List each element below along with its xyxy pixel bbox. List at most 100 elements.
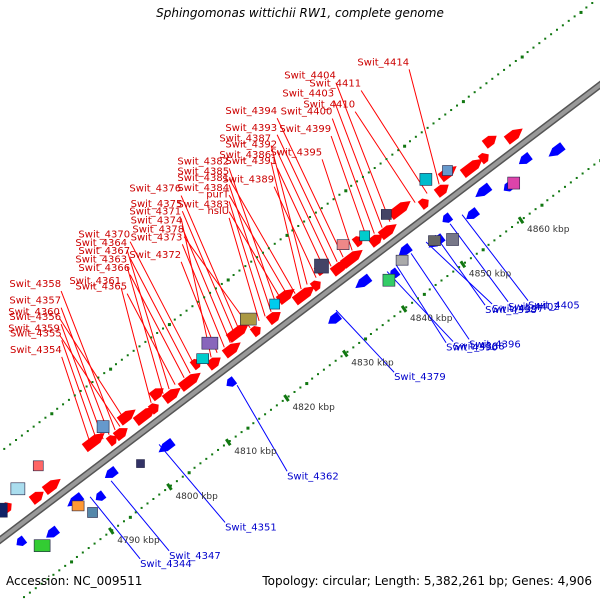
forward-gene-label[interactable]: Swit_4389 — [222, 175, 274, 186]
gene-feature-box[interactable] — [87, 507, 98, 518]
forward-gene-label[interactable]: Swit_4404 — [284, 71, 336, 82]
gene-feature-box[interactable] — [269, 298, 281, 310]
forward-gene-arrow[interactable] — [265, 312, 281, 326]
gene-feature-box[interactable] — [201, 336, 219, 350]
gene-feature-box[interactable] — [136, 459, 145, 468]
forward-gene-label[interactable]: Swit_4382 — [177, 156, 229, 167]
forward-gene-label[interactable]: Swit_4371 — [129, 206, 181, 217]
gene-feature-box[interactable] — [96, 420, 110, 433]
forward-gene-label[interactable]: Swit_4399 — [279, 124, 331, 135]
reverse-gene-label[interactable]: Swit_4405 — [528, 301, 580, 312]
gene-feature-box[interactable] — [71, 500, 85, 512]
forward-gene-arrow[interactable] — [309, 280, 321, 292]
gene-feature-box[interactable] — [336, 239, 350, 250]
reverse-gene-label[interactable]: Swit_4347 — [169, 551, 221, 562]
gene-feature-box[interactable] — [0, 502, 8, 518]
forward-gene-arrow[interactable] — [503, 128, 523, 145]
forward-gene-label[interactable]: Swit_4359 — [8, 323, 60, 334]
forward-gene-label[interactable]: Swit_4400 — [281, 107, 333, 118]
reverse-gene-arrow[interactable] — [355, 273, 373, 289]
gene-feature-box[interactable] — [507, 176, 521, 190]
reverse-gene-arrow[interactable] — [548, 142, 566, 157]
forward-gene-arrow[interactable] — [205, 357, 221, 371]
reverse-gene-arrow[interactable] — [328, 311, 343, 324]
reverse-gene-arrow[interactable] — [442, 212, 454, 223]
gene-feature-box[interactable] — [33, 539, 51, 553]
forward-gene-arrow[interactable] — [112, 428, 128, 442]
reverse-gene-label[interactable]: Swit_4379 — [394, 372, 446, 383]
forward-gene-arrow[interactable] — [387, 200, 411, 221]
reverse-gene-label[interactable]: Swit_4397 — [492, 304, 544, 315]
forward-gene-arrow[interactable] — [161, 387, 181, 404]
forward-gene-arrow[interactable] — [377, 224, 397, 241]
gene-feature-box[interactable] — [239, 312, 257, 326]
reverse-gene-label[interactable]: Swit_4351 — [225, 522, 277, 533]
reverse-gene-label[interactable]: Swit_4344 — [140, 559, 192, 570]
forward-gene-label[interactable]: purT — [206, 189, 230, 200]
forward-gene-arrow[interactable] — [481, 135, 497, 149]
forward-gene-label[interactable]: Swit_4381 — [177, 173, 229, 184]
forward-gene-label[interactable]: Swit_4403 — [282, 89, 334, 100]
gene-feature-box[interactable] — [32, 460, 44, 472]
gene-feature-box[interactable] — [446, 233, 459, 246]
forward-gene-label[interactable]: Swit_4410 — [303, 100, 355, 111]
forward-gene-label[interactable]: Swit_4411 — [309, 79, 361, 90]
forward-gene-arrow[interactable] — [367, 234, 383, 248]
forward-gene-label[interactable]: Swit_4354 — [10, 345, 62, 356]
forward-gene-label[interactable]: Swit_4366 — [78, 263, 130, 274]
forward-gene-label[interactable]: Swit_4373 — [131, 232, 183, 243]
forward-gene-label[interactable]: Swit_4394 — [225, 106, 277, 117]
forward-gene-arrow[interactable] — [339, 249, 363, 269]
forward-gene-arrow[interactable] — [81, 433, 105, 453]
reverse-gene-arrow[interactable] — [67, 492, 85, 507]
reverse-gene-label[interactable]: Swit_4388 — [453, 342, 505, 353]
forward-gene-label[interactable]: Swit_4372 — [129, 250, 181, 261]
forward-gene-label[interactable]: Swit_4391 — [225, 156, 277, 167]
forward-gene-arrow[interactable] — [459, 158, 483, 178]
reverse-gene-arrow[interactable] — [104, 465, 119, 479]
forward-gene-arrow[interactable] — [132, 406, 156, 426]
gene-feature-box[interactable] — [382, 273, 396, 287]
reverse-gene-arrow[interactable] — [226, 376, 238, 387]
reverse-gene-label[interactable]: Swit_4362 — [287, 471, 339, 482]
gene-feature-box[interactable] — [10, 482, 26, 496]
gene-feature-box[interactable] — [196, 353, 210, 364]
forward-gene-arrow[interactable] — [275, 288, 295, 305]
reverse-gene-arrow[interactable] — [95, 490, 107, 501]
forward-gene-arrow[interactable] — [116, 409, 136, 426]
forward-gene-arrow[interactable] — [147, 403, 159, 415]
reverse-gene-arrow[interactable] — [158, 437, 176, 453]
forward-gene-arrow[interactable] — [417, 198, 429, 210]
forward-gene-arrow[interactable] — [177, 372, 201, 392]
forward-gene-arrow[interactable] — [291, 286, 315, 306]
forward-gene-label[interactable]: Swit_4374 — [131, 216, 183, 227]
gene-feature-box[interactable] — [395, 254, 409, 266]
gene-feature-box[interactable] — [359, 230, 371, 242]
reverse-gene-arrow[interactable] — [518, 152, 533, 165]
forward-gene-label[interactable]: Swit_4376 — [129, 184, 181, 195]
forward-gene-arrow[interactable] — [225, 323, 249, 343]
gene-feature-box[interactable] — [442, 165, 453, 176]
forward-gene-label[interactable]: Swit_4363 — [75, 255, 127, 266]
reverse-gene-arrow[interactable] — [46, 525, 61, 538]
forward-gene-label[interactable]: Swit_4393 — [225, 123, 277, 134]
forward-gene-label[interactable]: Swit_4375 — [131, 199, 183, 210]
reverse-gene-label[interactable]: Swit_4390 — [446, 343, 498, 354]
forward-gene-arrow[interactable] — [221, 342, 241, 359]
reverse-gene-arrow[interactable] — [466, 207, 481, 220]
forward-gene-label[interactable]: Swit_4355 — [10, 328, 62, 339]
forward-gene-label[interactable]: Swit_4367 — [78, 246, 130, 257]
forward-gene-label[interactable]: Swit_4360 — [8, 307, 60, 318]
forward-gene-label[interactable]: Swit_4357 — [9, 296, 61, 307]
reverse-gene-arrow[interactable] — [398, 243, 413, 256]
forward-gene-arrow[interactable] — [41, 478, 61, 495]
forward-gene-label[interactable]: Swit_4383 — [177, 200, 229, 211]
forward-gene-arrow[interactable] — [28, 491, 44, 505]
forward-gene-label[interactable]: Swit_4385 — [177, 167, 229, 178]
gene-feature-box[interactable] — [428, 235, 441, 246]
forward-gene-label[interactable]: Swit_4356 — [9, 312, 61, 323]
gene-feature-box[interactable] — [380, 209, 392, 220]
forward-gene-label[interactable]: hslU — [207, 206, 229, 217]
reverse-gene-label[interactable]: Swit_4402 — [508, 302, 560, 313]
forward-gene-arrow[interactable] — [249, 325, 261, 338]
